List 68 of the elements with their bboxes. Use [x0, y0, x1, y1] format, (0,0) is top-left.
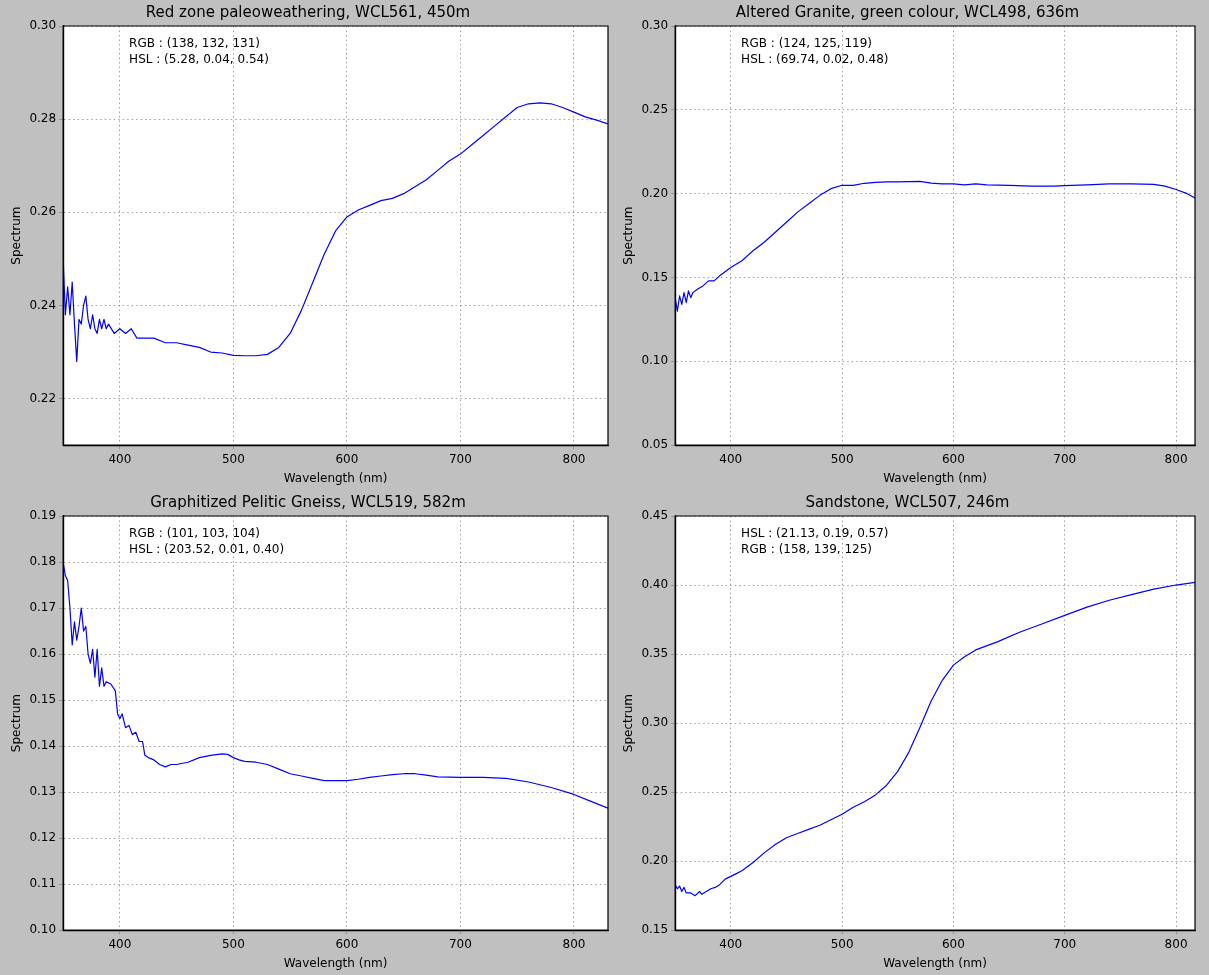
x-tick-label: 800	[562, 451, 586, 466]
x-tick-label: 600	[941, 936, 965, 951]
annotation: HSL : (69.74, 0.02, 0.48)	[741, 52, 889, 67]
y-tick-label: 0.22	[29, 390, 57, 405]
y-tick-label: 0.05	[641, 437, 669, 452]
chart-title: Altered Granite, green colour, WCL498, 636m	[735, 2, 1080, 21]
x-tick-label: 500	[221, 451, 245, 466]
x-tick-label: 400	[719, 451, 743, 466]
y-tick-label: 0.14	[29, 738, 57, 753]
x-tick-label: 400	[108, 936, 132, 951]
y-tick-label: 0.11	[29, 876, 57, 891]
y-tick-label: 0.30	[641, 715, 669, 730]
x-tick-label: 500	[221, 936, 245, 951]
y-axis-title: Spectrum	[9, 694, 24, 753]
x-tick-label: 600	[335, 936, 359, 951]
y-tick-label: 0.16	[29, 646, 57, 661]
y-tick-label: 0.40	[641, 577, 669, 592]
x-tick-label: 500	[830, 936, 854, 951]
x-tick-label: 700	[448, 936, 472, 951]
x-tick-label: 700	[448, 451, 472, 466]
y-tick-label: 0.12	[29, 830, 57, 845]
y-axis-title: Spectrum	[621, 206, 636, 265]
y-tick-label: 0.30	[29, 18, 57, 33]
annotation: RGB : (158, 139, 125)	[741, 542, 872, 557]
x-tick-label: 600	[335, 451, 359, 466]
x-tick-label: 400	[719, 936, 743, 951]
annotation: RGB : (101, 103, 104)	[129, 526, 260, 541]
x-axis-title: Wavelength (nm)	[883, 470, 987, 485]
x-axis-title: Wavelength (nm)	[283, 955, 388, 970]
y-tick-label: 0.20	[641, 853, 669, 868]
annotation: RGB : (138, 132, 131)	[129, 36, 260, 51]
y-tick-label: 0.18	[29, 554, 57, 569]
y-tick-label: 0.20	[641, 185, 669, 200]
chart-title: Graphitized Pelitic Gneiss, WCL519, 582m	[150, 492, 466, 511]
y-tick-label: 0.26	[29, 204, 57, 219]
x-tick-label: 700	[1053, 936, 1077, 951]
y-tick-label: 0.15	[641, 922, 669, 937]
y-tick-label: 0.13	[29, 784, 57, 799]
x-tick-label: 600	[941, 451, 965, 466]
y-tick-label: 0.30	[641, 18, 669, 33]
y-tick-label: 0.15	[641, 269, 669, 284]
y-axis-title: Spectrum	[621, 694, 636, 753]
x-tick-label: 800	[562, 936, 586, 951]
chart-title: Sandstone, WCL507, 246m	[805, 492, 1010, 511]
y-tick-label: 0.10	[29, 922, 57, 937]
x-tick-label: 800	[1164, 451, 1188, 466]
y-tick-label: 0.15	[29, 692, 57, 707]
y-tick-label: 0.45	[641, 508, 669, 523]
x-tick-label: 700	[1053, 451, 1077, 466]
y-tick-label: 0.19	[29, 508, 57, 523]
y-axis-title: Spectrum	[9, 206, 24, 265]
y-tick-label: 0.24	[29, 297, 57, 312]
annotation: HSL : (203.52, 0.01, 0.40)	[129, 542, 285, 557]
x-axis-title: Wavelength (nm)	[883, 955, 987, 970]
y-tick-label: 0.25	[641, 101, 669, 116]
y-tick-label: 0.28	[29, 111, 57, 126]
annotation: HSL : (5.28, 0.04, 0.54)	[129, 52, 269, 67]
annotation: RGB : (124, 125, 119)	[741, 36, 872, 51]
y-tick-label: 0.10	[641, 353, 669, 368]
x-tick-label: 500	[830, 451, 854, 466]
chart-title: Red zone paleoweathering, WCL561, 450m	[145, 2, 471, 21]
annotation: HSL : (21.13, 0.19, 0.57)	[741, 526, 889, 541]
x-tick-label: 800	[1164, 936, 1188, 951]
y-tick-label: 0.25	[641, 784, 669, 799]
x-axis-title: Wavelength (nm)	[283, 470, 388, 485]
y-tick-label: 0.35	[641, 646, 669, 661]
x-tick-label: 400	[108, 451, 132, 466]
y-tick-label: 0.17	[29, 600, 57, 615]
